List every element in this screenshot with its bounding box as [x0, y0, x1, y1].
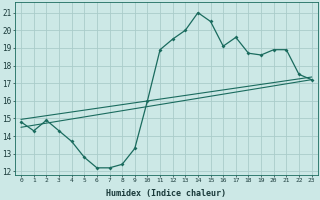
X-axis label: Humidex (Indice chaleur): Humidex (Indice chaleur): [106, 189, 226, 198]
